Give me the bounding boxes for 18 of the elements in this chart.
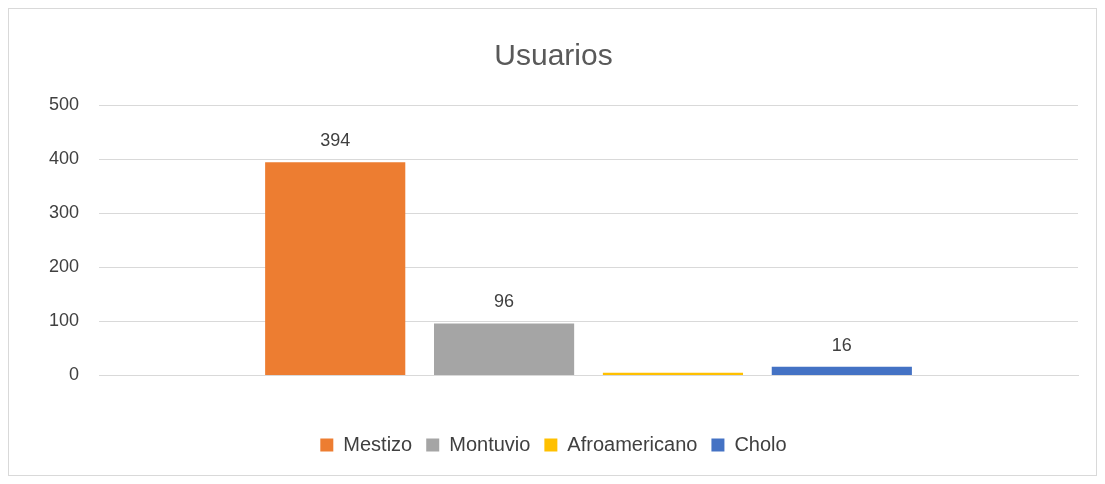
legend-label: Afroamericano	[567, 432, 698, 455]
data-label: 16	[831, 334, 852, 355]
y-tick-label: 500	[48, 93, 80, 114]
bar	[265, 162, 406, 375]
legend-label: Montuvio	[449, 432, 531, 455]
y-tick-label: 300	[48, 202, 80, 223]
bar	[434, 323, 575, 375]
y-tick-label: 400	[48, 148, 80, 169]
bar	[602, 372, 744, 375]
legend-label: Cholo	[734, 432, 787, 455]
bar	[771, 366, 912, 375]
chart-title: Usuarios	[494, 38, 613, 72]
y-tick-label: 0	[69, 364, 80, 385]
y-tick-label: 200	[48, 256, 80, 277]
legend-label: Mestizo	[343, 432, 413, 455]
data-label: 394	[320, 130, 351, 151]
y-tick-label: 100	[48, 310, 80, 331]
data-label: 96	[494, 291, 515, 312]
